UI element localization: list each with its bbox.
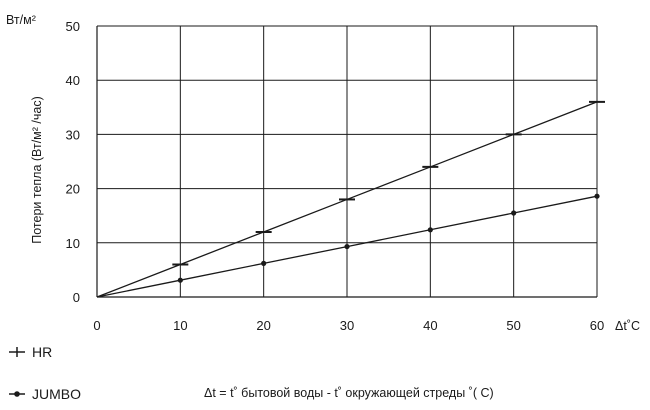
x-tick-label: 60 bbox=[590, 318, 604, 333]
axes bbox=[96, 26, 597, 298]
y-tick-label: 10 bbox=[66, 236, 80, 251]
x-unit-label: Δt˚C bbox=[615, 319, 640, 333]
legend-item-jumbo: JUMBO bbox=[8, 385, 81, 403]
y-tick-labels: 0 10 20 30 40 50 bbox=[66, 19, 80, 305]
x-tick-label: 20 bbox=[256, 318, 270, 333]
series-group bbox=[96, 100, 605, 298]
y-tick-label: 40 bbox=[66, 73, 80, 88]
x-tick-label: 10 bbox=[173, 318, 187, 333]
x-tick-label: 0 bbox=[93, 318, 100, 333]
delta-t-note: Δt = t˚ бытовой воды - t˚ окружающей стр… bbox=[204, 386, 494, 400]
legend-label-hr: HR bbox=[32, 344, 53, 360]
data-point-jumbo bbox=[427, 227, 433, 233]
legend-label-jumbo: JUMBO bbox=[32, 386, 81, 402]
legend-marker-dot-icon bbox=[9, 391, 25, 397]
legend-marker-dash-icon bbox=[9, 347, 25, 357]
legend-item-hr: HR bbox=[8, 343, 52, 361]
y-tick-label: 0 bbox=[73, 290, 80, 305]
y-tick-label: 50 bbox=[66, 19, 80, 34]
data-point-jumbo bbox=[594, 193, 600, 199]
data-point-jumbo bbox=[177, 277, 183, 283]
x-tick-label: 40 bbox=[423, 318, 437, 333]
x-tick-label: 30 bbox=[340, 318, 354, 333]
y-tick-label: 30 bbox=[66, 127, 80, 142]
y-axis-title: Потери тепла (Вт/м² /час) bbox=[30, 96, 44, 244]
grid bbox=[97, 25, 598, 297]
data-point-jumbo bbox=[511, 210, 517, 216]
x-tick-label: 50 bbox=[506, 318, 520, 333]
y-unit-label: Вт/м² bbox=[6, 13, 36, 27]
x-tick-labels: 0 10 20 30 40 50 60 bbox=[93, 318, 604, 333]
data-point-jumbo bbox=[344, 243, 350, 250]
y-tick-label: 20 bbox=[66, 182, 80, 197]
data-point-jumbo bbox=[261, 260, 267, 266]
